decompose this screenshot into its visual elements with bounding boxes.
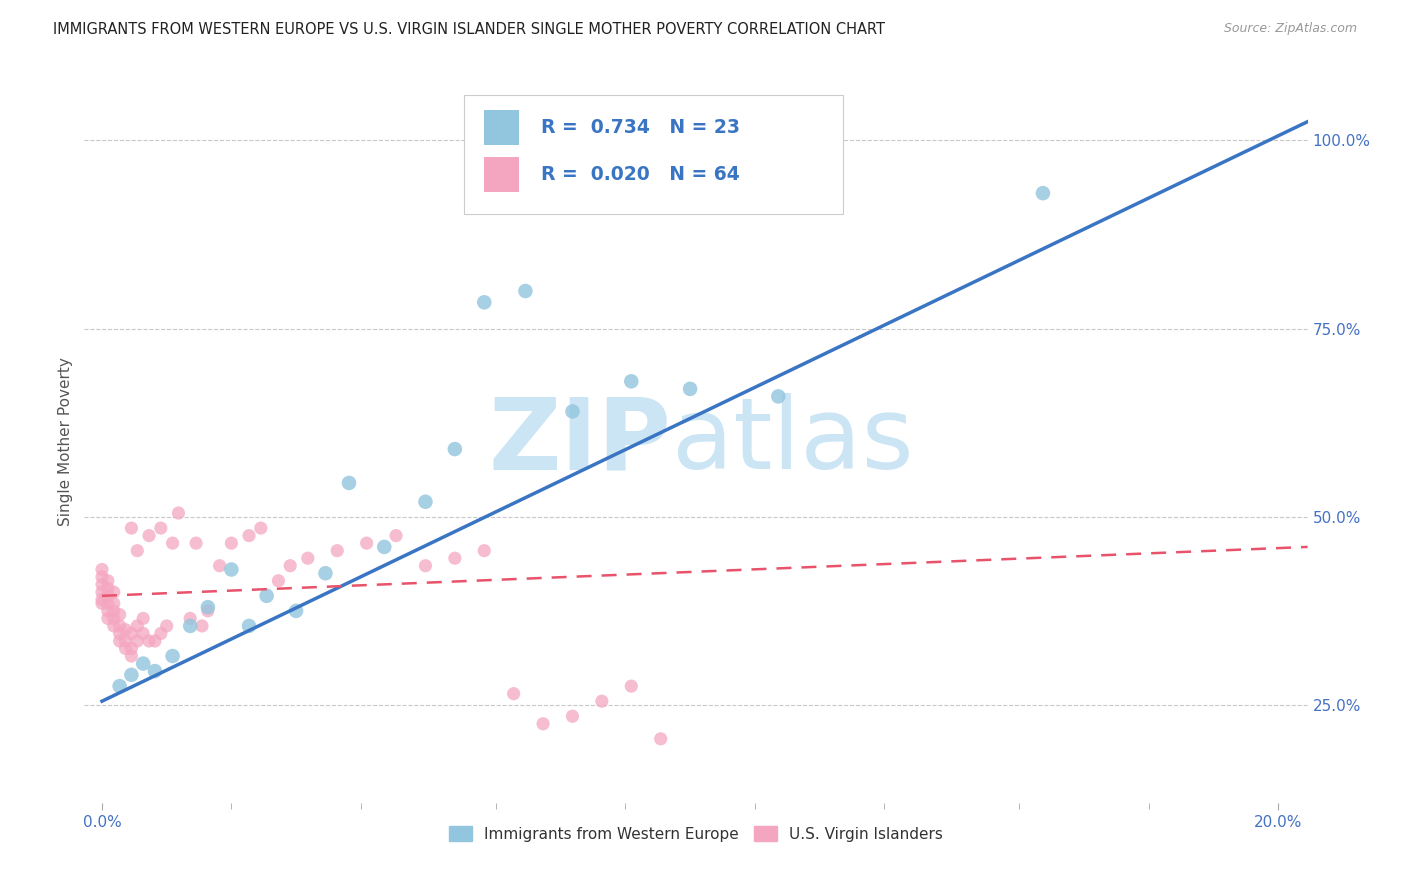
Point [278, 558, 301, 573]
Point [120, 626, 142, 640]
Point [515, 284, 537, 298]
Point [108, 679, 131, 693]
Point [768, 389, 790, 403]
Point [97, 604, 120, 618]
Point [149, 521, 172, 535]
Point [285, 604, 308, 618]
Point [561, 404, 583, 418]
Point [127, 619, 149, 633]
Point [472, 295, 495, 310]
FancyBboxPatch shape [484, 110, 519, 145]
Point [444, 551, 467, 566]
Point [120, 648, 142, 663]
Point [297, 551, 319, 566]
Y-axis label: Single Mother Poverty: Single Mother Poverty [58, 357, 73, 526]
Point [127, 543, 149, 558]
Text: R =  0.020   N = 64: R = 0.020 N = 64 [541, 165, 740, 184]
Point [184, 536, 207, 550]
Point [191, 619, 214, 633]
Point [162, 648, 184, 663]
Point [103, 619, 125, 633]
Point [197, 600, 219, 615]
Point [502, 687, 524, 701]
Point [444, 442, 467, 456]
Point [179, 619, 201, 633]
Point [679, 382, 702, 396]
Legend: Immigrants from Western Europe, U.S. Virgin Islanders: Immigrants from Western Europe, U.S. Vir… [441, 818, 950, 849]
Text: IMMIGRANTS FROM WESTERN EUROPE VS U.S. VIRGIN ISLANDER SINGLE MOTHER POVERTY COR: IMMIGRANTS FROM WESTERN EUROPE VS U.S. V… [53, 22, 886, 37]
Point [132, 611, 155, 625]
Point [415, 494, 437, 508]
Point [167, 506, 190, 520]
Text: atlas: atlas [672, 393, 912, 490]
Point [114, 623, 136, 637]
Point [238, 619, 260, 633]
Point [238, 528, 260, 542]
Point [138, 634, 160, 648]
Point [156, 619, 179, 633]
Point [650, 731, 672, 746]
Point [373, 540, 395, 554]
Point [103, 596, 125, 610]
Point [256, 589, 278, 603]
Point [1032, 186, 1054, 201]
Point [120, 521, 142, 535]
Point [103, 585, 125, 599]
Point [132, 626, 155, 640]
Point [114, 641, 136, 656]
Point [149, 626, 172, 640]
Point [108, 626, 131, 640]
Point [127, 634, 149, 648]
Point [531, 716, 554, 731]
Text: Source: ZipAtlas.com: Source: ZipAtlas.com [1223, 22, 1357, 36]
Point [114, 634, 136, 648]
Point [620, 375, 643, 389]
Point [197, 604, 219, 618]
Point [179, 611, 201, 625]
Point [143, 634, 166, 648]
Point [472, 543, 495, 558]
Point [97, 589, 120, 603]
Point [108, 634, 131, 648]
Point [97, 611, 120, 625]
Point [356, 536, 378, 550]
Point [221, 536, 243, 550]
Point [108, 607, 131, 622]
Point [138, 528, 160, 542]
Point [326, 543, 349, 558]
Point [91, 570, 114, 584]
Text: R =  0.734   N = 23: R = 0.734 N = 23 [541, 118, 740, 136]
Point [221, 562, 243, 576]
Point [97, 574, 120, 588]
Point [267, 574, 290, 588]
Point [337, 475, 360, 490]
Point [108, 619, 131, 633]
Point [132, 657, 155, 671]
Point [620, 679, 643, 693]
FancyBboxPatch shape [464, 95, 842, 214]
Point [103, 611, 125, 625]
Point [91, 577, 114, 591]
Point [91, 562, 114, 576]
Point [162, 536, 184, 550]
Point [208, 558, 231, 573]
Point [120, 641, 142, 656]
Point [143, 664, 166, 678]
Point [415, 558, 437, 573]
Point [97, 596, 120, 610]
Point [314, 566, 336, 581]
Point [249, 521, 271, 535]
Point [120, 668, 142, 682]
Point [591, 694, 613, 708]
Point [91, 592, 114, 607]
Point [91, 596, 114, 610]
Point [103, 604, 125, 618]
Point [91, 585, 114, 599]
Point [385, 528, 408, 542]
Point [97, 582, 120, 596]
Text: ZIP: ZIP [489, 393, 672, 490]
FancyBboxPatch shape [484, 157, 519, 192]
Point [561, 709, 583, 723]
